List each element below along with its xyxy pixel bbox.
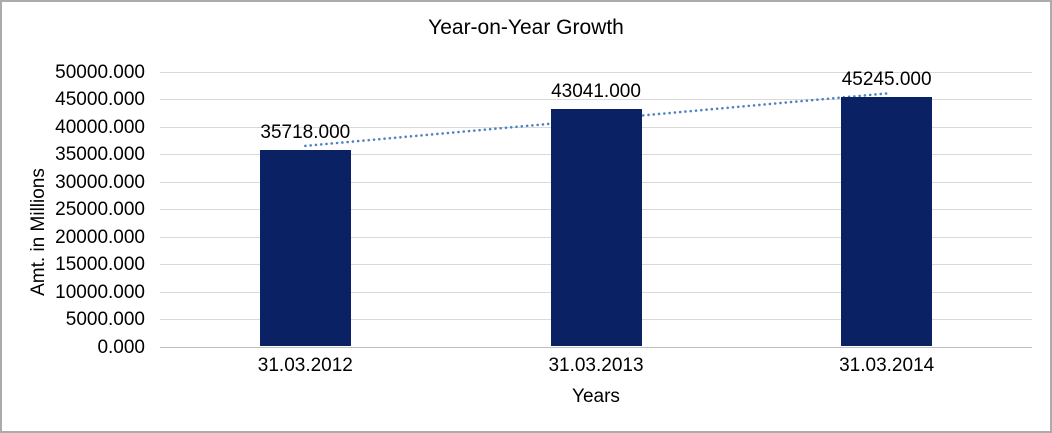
- y-tick-label: 15000.000: [55, 254, 145, 275]
- bar-31.03.2013: [550, 109, 642, 346]
- y-tick-label: 40000.000: [55, 116, 145, 138]
- x-category-label: 31.03.2014: [839, 355, 935, 376]
- y-tick-label: 30000.000: [55, 171, 145, 193]
- y-tick-label: 25000.000: [55, 199, 145, 220]
- y-tick-label: 50000.000: [55, 61, 145, 83]
- y-tick-label: 0.000: [97, 336, 145, 358]
- gridline: [160, 99, 1032, 100]
- bar-31.03.2014: [841, 97, 933, 346]
- y-tick-label: 5000.000: [65, 309, 145, 330]
- gridline: [160, 71, 1032, 73]
- x-category-label: 31.03.2013: [548, 355, 644, 376]
- x-category-label: 31.03.2012: [257, 355, 353, 376]
- y-tick-label: 35000.000: [55, 144, 145, 165]
- bar-31.03.2012: [259, 149, 351, 346]
- y-tick-label: 10000.000: [55, 281, 145, 303]
- x-axis-line: [160, 346, 1032, 348]
- y-tick-label: 20000.000: [55, 226, 145, 248]
- y-tick-label: 45000.000: [55, 89, 145, 110]
- x-axis-title: Years: [572, 386, 620, 407]
- plot-area: 35718.000 43041.000 45245.000: [160, 69, 1032, 348]
- bar-data-label: 43041.000: [551, 81, 641, 103]
- bar-data-label: 35718.000: [260, 121, 351, 143]
- bar-data-label: 45245.000: [841, 69, 932, 91]
- chart-title: Year-on-Year Growth: [428, 16, 624, 39]
